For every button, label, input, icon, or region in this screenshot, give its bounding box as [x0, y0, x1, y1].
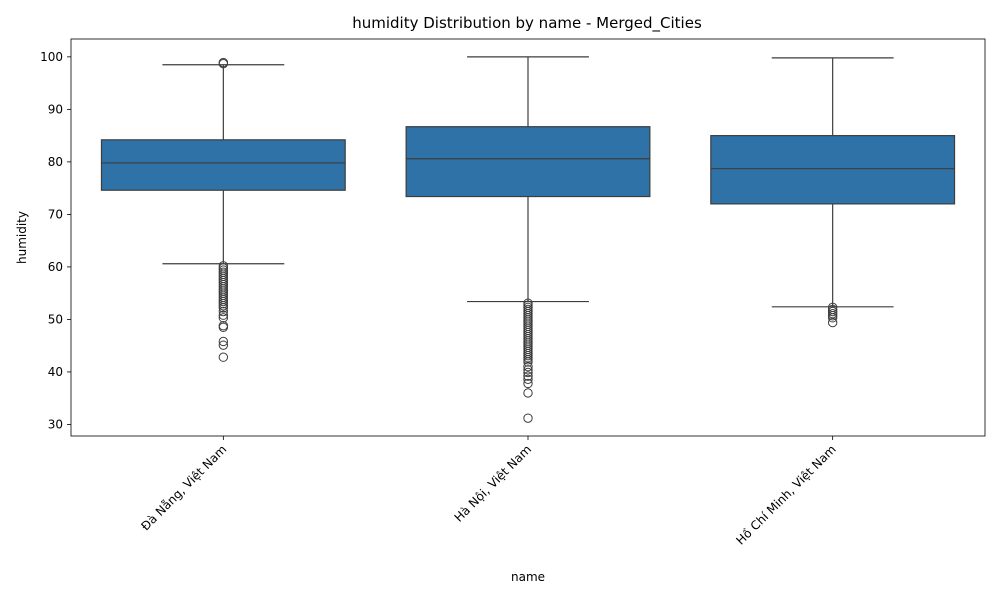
outlier-point	[218, 57, 229, 68]
outlier-point	[827, 313, 838, 323]
outlier-point	[523, 374, 533, 384]
chart-title: humidity Distribution by name - Merged_C…	[352, 14, 702, 33]
box-group	[100, 57, 346, 362]
x-tick-label: Hồ Chí Minh, Việt Nam	[733, 442, 838, 547]
iqr-box	[710, 135, 956, 205]
x-tick-label: Hà Nội, Việt Nam	[452, 442, 535, 525]
iqr-box	[100, 139, 346, 191]
y-tick-label: 30	[48, 417, 63, 431]
y-tick-label: 80	[48, 155, 63, 169]
iqr-box	[405, 126, 651, 198]
outlier-point	[523, 365, 533, 375]
y-axis-label: humidity	[15, 211, 29, 264]
outlier-point	[218, 306, 229, 317]
y-tick-label: 100	[40, 50, 63, 64]
outlier-point	[218, 352, 229, 362]
box-group	[710, 57, 956, 328]
y-tick-label: 50	[48, 312, 63, 326]
outlier-point	[218, 303, 229, 313]
outlier-point	[827, 317, 838, 328]
outlier-point	[523, 357, 533, 367]
y-tick-label: 70	[48, 207, 63, 221]
outlier-point	[523, 413, 533, 423]
plot-area	[100, 56, 956, 423]
outlier-point	[523, 367, 533, 378]
x-axis-label: name	[511, 570, 545, 584]
outlier-point	[523, 388, 533, 398]
y-tick-label: 60	[48, 260, 63, 274]
outlier-point	[218, 313, 229, 323]
outlier-point	[218, 336, 229, 347]
outlier-point	[523, 371, 533, 381]
x-tick-label: Đà Nẵng, Việt Nam	[138, 442, 229, 533]
x-axis-ticks: Đà Nẵng, Việt Nam Hà Nội, Việt Nam Hồ Chí …	[138, 436, 839, 548]
y-axis-ticks: 30 40 50 60 70 80 90 100	[40, 50, 71, 431]
outlier-point	[218, 322, 229, 332]
box-group	[405, 56, 651, 423]
y-tick-label: 40	[48, 365, 63, 379]
y-tick-label: 90	[48, 102, 63, 116]
outlier-point	[218, 310, 229, 320]
outlier-point	[218, 340, 229, 350]
outlier-point	[523, 361, 533, 372]
outlier-point	[523, 378, 533, 389]
